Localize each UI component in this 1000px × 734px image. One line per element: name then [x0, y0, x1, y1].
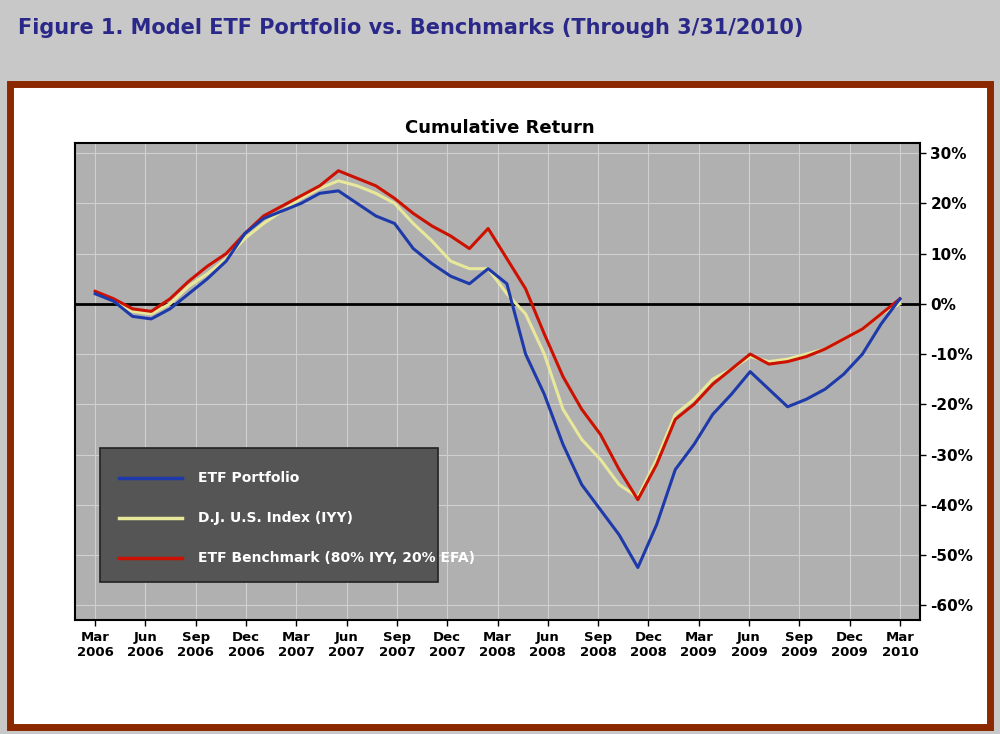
FancyBboxPatch shape [100, 448, 438, 582]
Text: D.J. U.S. Index (IYY): D.J. U.S. Index (IYY) [198, 511, 353, 525]
Text: ETF Portfolio: ETF Portfolio [198, 471, 299, 485]
Text: Cumulative Return: Cumulative Return [405, 120, 595, 137]
Text: Figure 1. Model ETF Portfolio vs. Benchmarks (Through 3/31/2010): Figure 1. Model ETF Portfolio vs. Benchm… [18, 18, 803, 38]
Text: ETF Benchmark (80% IYY, 20% EFA): ETF Benchmark (80% IYY, 20% EFA) [198, 551, 475, 565]
